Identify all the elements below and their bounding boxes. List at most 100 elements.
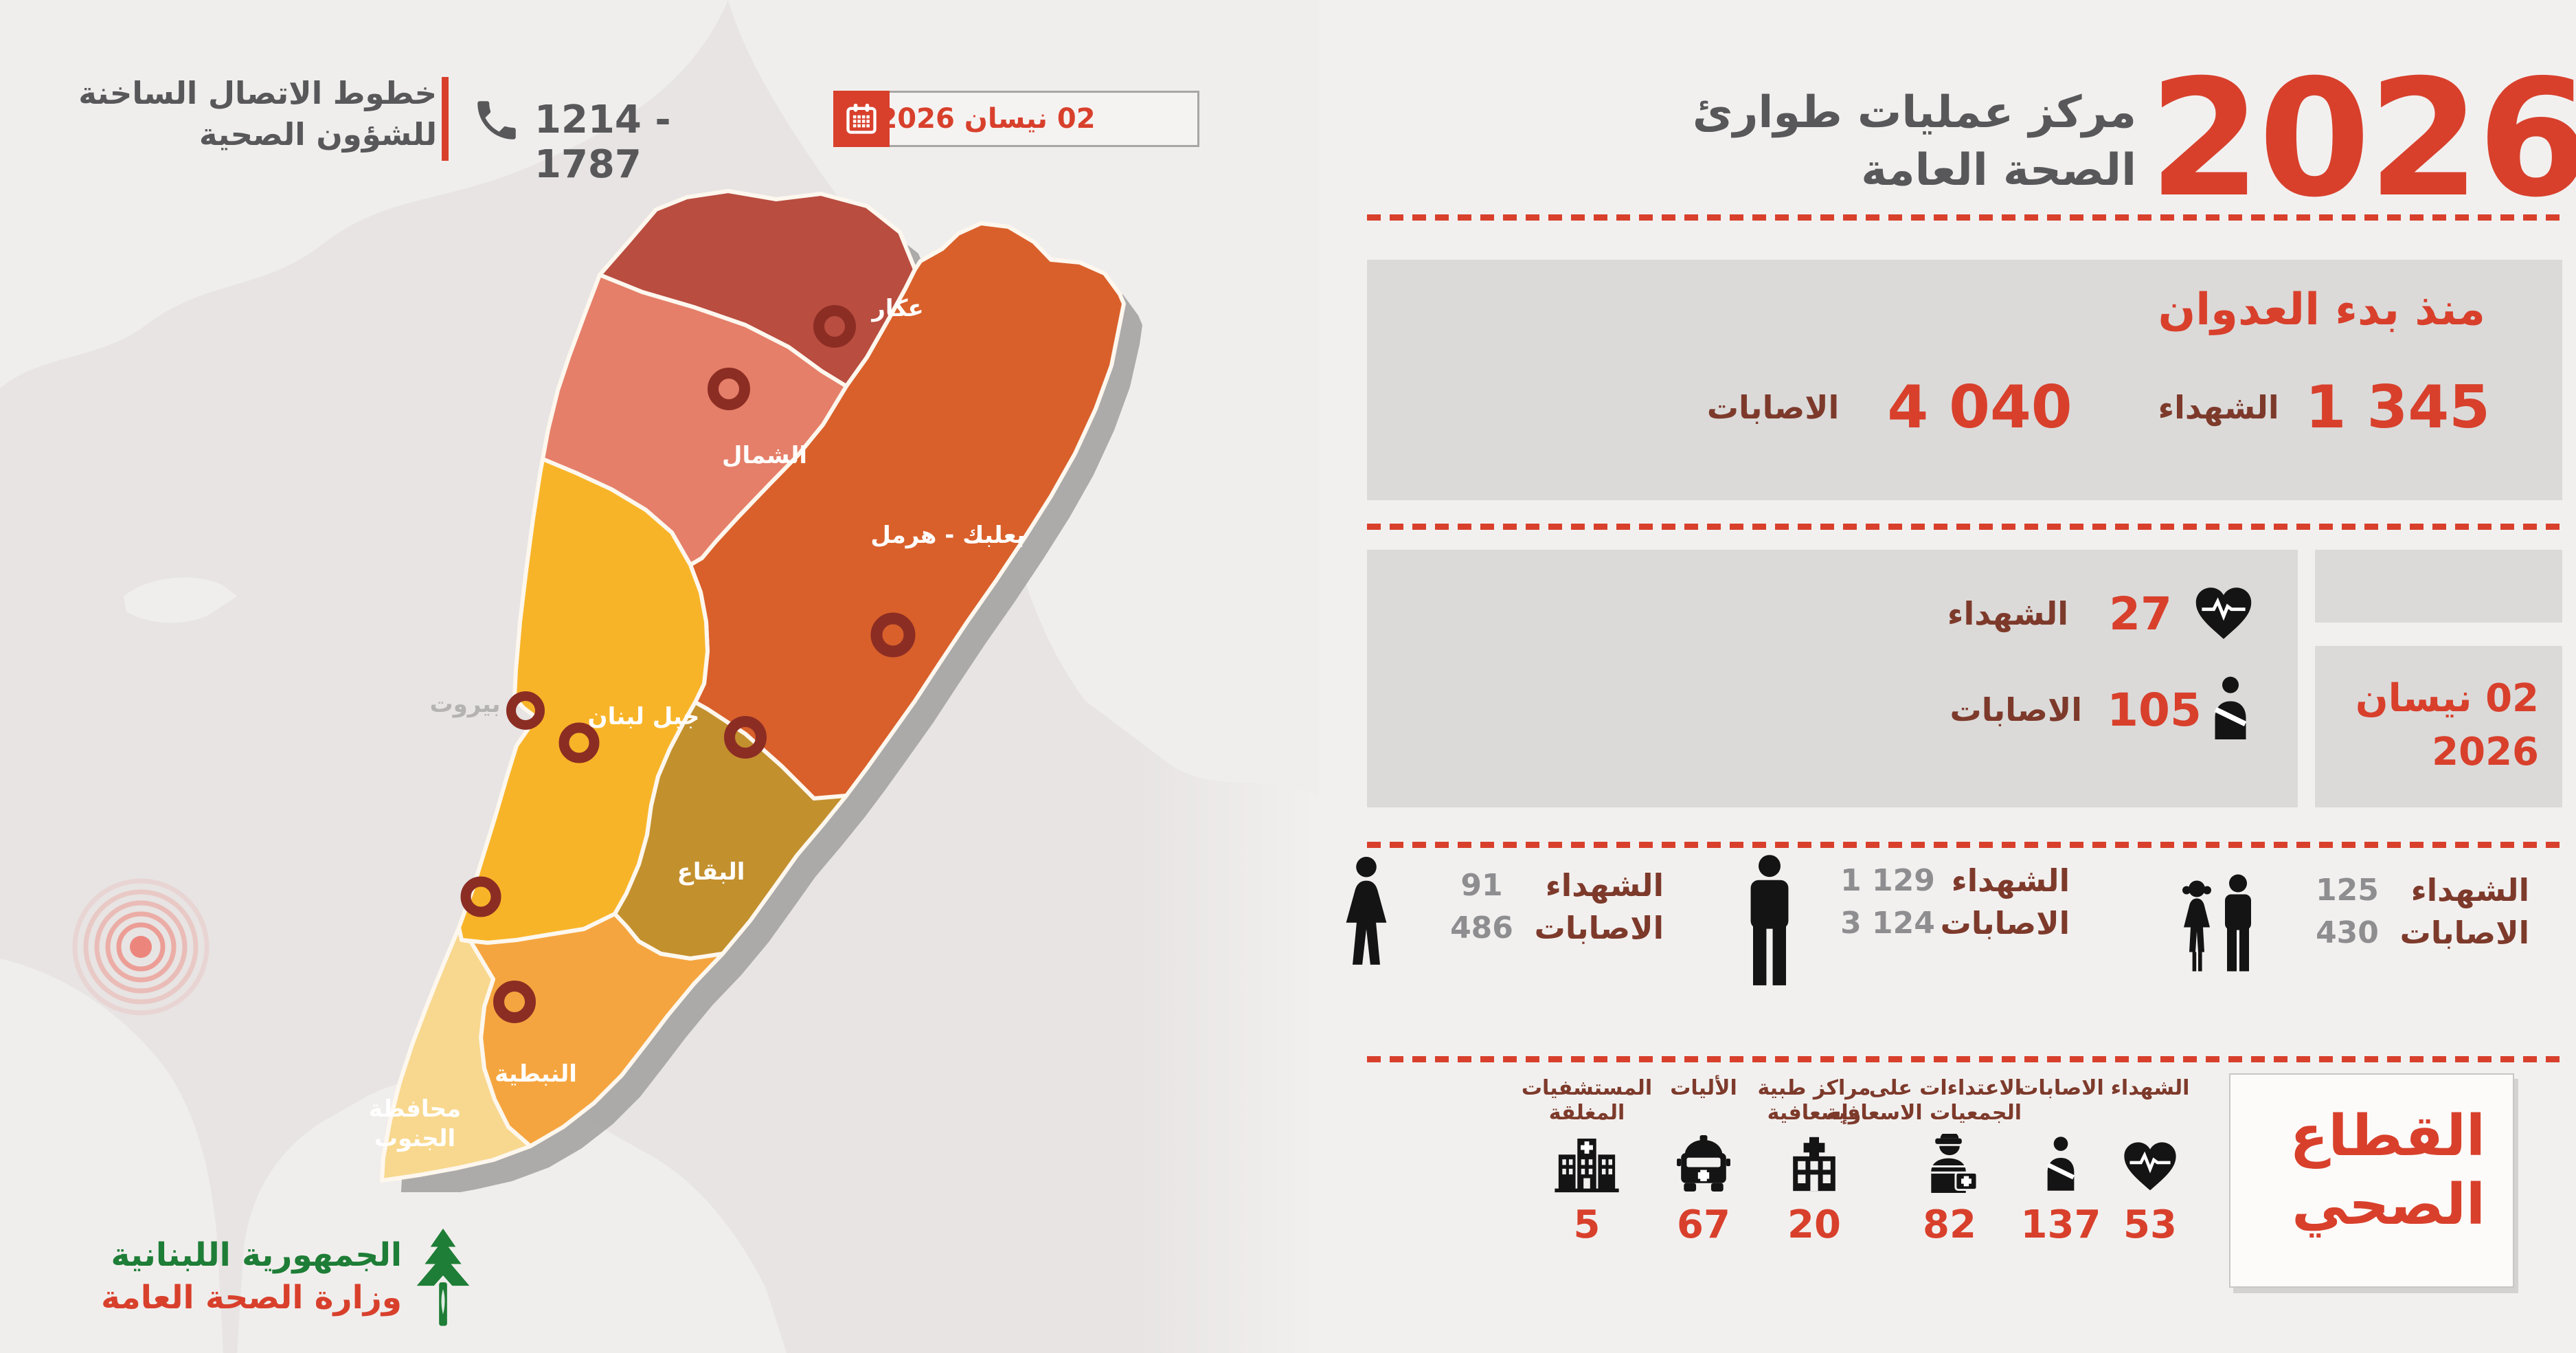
sector-col-injuries: الاصابات 137 (1989, 1076, 2133, 1247)
sector-col-attacks: الاعتداءات على الجمعيات الاسعافية 82 (1826, 1076, 2022, 1247)
sector-injuries-value: 137 (2020, 1203, 2101, 1247)
injured-person-icon (2206, 675, 2255, 744)
page-title-line1: مركز عمليات طوارئ (1692, 87, 2136, 138)
women-injuries-label: الاصابات (1534, 909, 1664, 946)
hotline-line2: للشؤون الصحية (199, 116, 437, 153)
women-martyrs-label: الشهداء (1545, 866, 1664, 904)
since-aggression-box: منذ بدء العدوان 1 345 الشهداء 4 040 الاص… (1367, 260, 2562, 500)
side-empty-box (2315, 550, 2562, 623)
sector-martyrs-value: 53 (2123, 1203, 2177, 1247)
ambulance-icon (1631, 1130, 1776, 1193)
hotline-title: خطوط الاتصال الساخنة للشؤون الصحية (48, 73, 437, 155)
health-sector-title-line2: الصحي (2292, 1172, 2485, 1238)
women-martyrs-row: الشهداء 91 (1430, 864, 1664, 906)
women-injuries-value: 486 (1450, 910, 1513, 946)
since-title: منذ بدء العدوان (2158, 284, 2485, 335)
daily-date-box: 02 نيسان 2026 (2315, 646, 2562, 807)
daily-martyrs-label: الشهداء (1947, 595, 2068, 632)
children-martyrs-value: 125 (2316, 872, 2379, 908)
year-heading: 2026 (2149, 45, 2576, 233)
since-martyrs-value: 1 345 (2305, 373, 2490, 442)
daily-injuries-value: 105 (2107, 683, 2202, 737)
hospital-icon (1515, 1130, 1659, 1193)
map-label-nabatieh: النبطية (495, 1060, 577, 1088)
calendar-icon (833, 91, 890, 147)
footer-ministry: وزارة الصحة العامة (101, 1279, 402, 1317)
daily-date-text: 02 نيسان 2026 (2355, 672, 2539, 779)
lebanon-map: عكار الشمال بعلبك - هرمل جبل لبنان البقا… (302, 182, 1230, 1202)
incident-markers (460, 305, 916, 1023)
children-icon (2172, 860, 2268, 1004)
footer-republic: الجمهورية اللبنانية (111, 1236, 402, 1274)
children-injuries-label: الاصابات (2399, 914, 2529, 951)
woman-icon (1334, 856, 1399, 1004)
women-injuries-row: الاصابات 486 (1430, 906, 1664, 949)
injured-person-icon (1989, 1130, 2133, 1193)
map-label-akkar: عكار (870, 295, 923, 322)
daily-injuries-row: 105 الاصابات (1950, 672, 2255, 748)
paramedic-icon (1877, 1130, 2022, 1193)
men-injuries-row: الاصابات 3 124 (1836, 902, 2070, 944)
sector-injuries-label: الاصابات (2018, 1076, 2104, 1100)
since-injuries-label: الاصابات (1706, 389, 1840, 426)
daily-date-line2: 2026 (2432, 730, 2539, 774)
epicenter-icon (72, 878, 210, 1016)
men-injuries-value: 3 124 (1840, 905, 1935, 941)
men-martyrs-value: 1 129 (1840, 862, 1935, 898)
sector-col-medical-centers: مراكز طبية وإسعافية 20 (1742, 1076, 1886, 1247)
heart-pulse-icon (2192, 583, 2255, 645)
sector-medical-centers-label: مراكز طبية (1757, 1076, 1871, 1100)
cedar-logo-icon (409, 1225, 477, 1331)
sector-martyrs-label: الشهداء (2110, 1076, 2190, 1100)
daily-martyrs-value: 27 (2109, 587, 2172, 640)
map-label-beirut: بيروت (429, 691, 500, 718)
hotline-numbers: 1214 - 1787 (534, 98, 671, 187)
medical-center-icon (1742, 1130, 1886, 1193)
daily-injuries-label: الاصابات (1950, 691, 2082, 728)
sector-medical-centers-value: 20 (1787, 1203, 1841, 1247)
divider (442, 77, 449, 161)
sector-col-vehicles: الأليات 67 (1631, 1076, 1776, 1247)
demographics-women-group: الشهداء 91 الاصابات 486 (1334, 856, 1664, 1027)
sector-attacks-value: 82 (1923, 1203, 1976, 1247)
daily-date-line1: 02 نيسان (2355, 676, 2539, 721)
phone-icon (471, 95, 522, 146)
sector-vehicles-value: 67 (1677, 1203, 1730, 1247)
daily-martyrs-row: 27 الشهداء (1947, 576, 2255, 651)
health-sector-title-line1: القطاع (2290, 1104, 2485, 1169)
page-title: مركز عمليات طوارئ الصحة العامة (1635, 84, 2136, 199)
dashed-separator (1367, 842, 2562, 848)
sector-vehicles-label: الأليات (1670, 1076, 1737, 1100)
dashed-separator (1367, 214, 2562, 221)
since-stats-row: 1 345 الشهداء 4 040 الاصابات (1707, 373, 2490, 442)
children-injuries-value: 430 (2316, 915, 2379, 950)
map-label-bekaa: البقاع (677, 858, 745, 886)
since-martyrs-label: الشهداء (2158, 389, 2279, 426)
health-sector-box: القطاع الصحي (2229, 1073, 2514, 1288)
women-martyrs-value: 91 (1460, 867, 1503, 903)
heart-pulse-icon (2078, 1130, 2222, 1193)
men-injuries-label: الاصابات (1940, 904, 2070, 941)
men-martyrs-label: الشهداء (1951, 862, 2070, 899)
demographics-men-group: الشهداء 1 129 الاصابات 3 124 (1737, 851, 2070, 1022)
daily-stats-box: 27 الشهداء 105 الاصابات (1367, 550, 2298, 807)
sector-closed-hospitals-label: المستشفيات (1521, 1076, 1653, 1100)
sector-col-martyrs: الشهداء 53 (2078, 1076, 2222, 1247)
region-south (380, 926, 532, 1183)
man-icon (1737, 851, 1803, 1008)
ministry-footer: الجمهورية اللبنانية وزارة الصحة العامة (27, 1234, 402, 1319)
map-label-north: الشمال (722, 442, 807, 469)
map-label-mount-lebanon: جبل لبنان (588, 703, 700, 730)
since-injuries-value: 4 040 (1887, 373, 2072, 442)
dashed-separator (1367, 524, 2562, 530)
sector-attacks-label: الاعتداءات على (1868, 1076, 2022, 1100)
demographics-children-group: الشهداء 125 الاصابات 430 (2172, 860, 2529, 1032)
map-label-south-line1: محافظة (369, 1095, 461, 1123)
sector-col-closed-hospitals: المستشفيات المغلقة (1515, 1076, 1659, 1247)
children-martyrs-label: الشهداء (2410, 871, 2529, 908)
page-title-line2: الصحة العامة (1861, 145, 2136, 196)
health-sector-title: القطاع الصحي (2290, 1102, 2485, 1240)
map-label-south-line2: الجنوب (374, 1125, 455, 1152)
map-label-baalbek-hermel: بعلبك - هرمل (870, 522, 1025, 549)
